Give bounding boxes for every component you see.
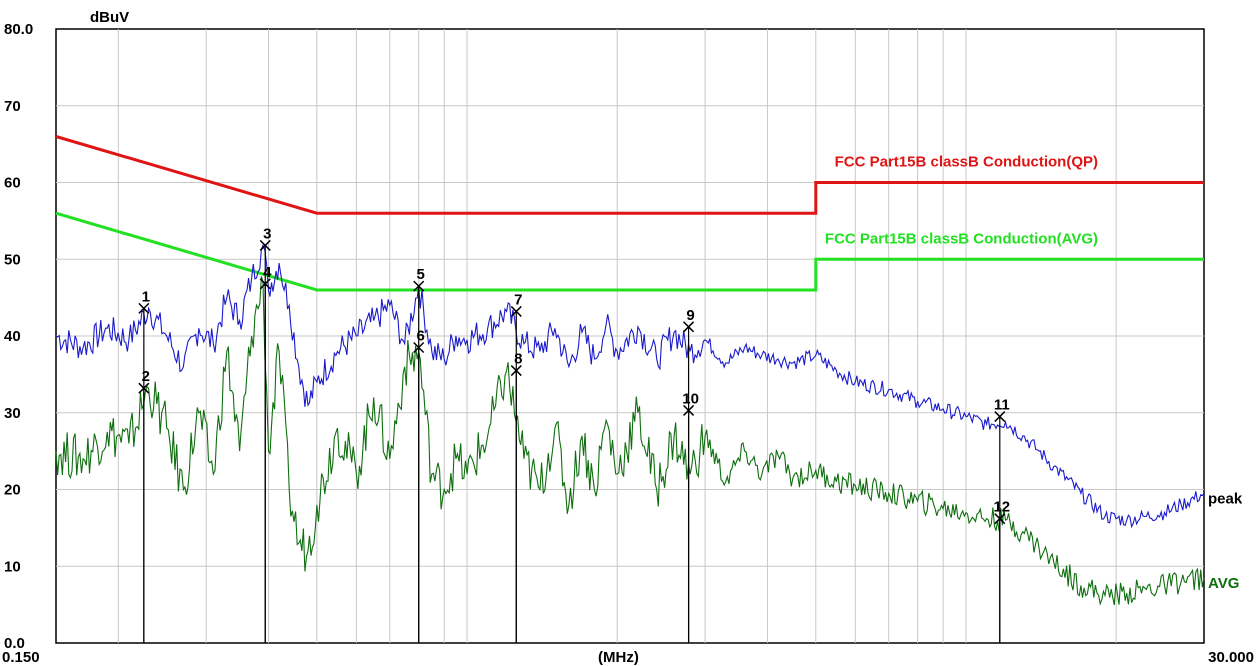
y-tick-label: 70: [4, 98, 21, 115]
marker-label: 8: [514, 351, 522, 368]
marker-label: 11: [994, 397, 1010, 414]
y-tick-label: 20: [4, 482, 21, 499]
x-tick-label: 0.150: [2, 649, 40, 666]
trace-peak: [55, 243, 1205, 529]
marker-x-symbol: [413, 280, 425, 292]
limit-line: [55, 135, 1204, 215]
marker-label: 10: [682, 390, 699, 407]
y-axis-unit-label: dBuV: [90, 9, 129, 26]
trace-avg: [55, 276, 1205, 606]
limit-line: [55, 211, 1204, 292]
marker-x-symbol: [413, 341, 425, 354]
marker-x-symbol: [683, 404, 695, 416]
marker-x-symbol: [510, 365, 522, 377]
marker-label: 5: [417, 266, 425, 283]
measurement-traces: [55, 243, 1205, 606]
marker-x-symbol: [259, 278, 271, 290]
marker-label: 7: [514, 291, 522, 308]
y-tick-label: 40: [4, 328, 21, 345]
y-tick-label: 10: [4, 558, 21, 575]
marker-x-symbol: [510, 305, 522, 317]
marker-label: 3: [263, 225, 271, 242]
y-tick-label: 0.0: [4, 635, 25, 652]
y-tick-label: 50: [4, 251, 21, 268]
limit-line-label: FCC Part15B classB Conduction(AVG): [825, 230, 1098, 247]
marker-x-symbol: [683, 321, 695, 333]
limit-line-label: FCC Part15B classB Conduction(QP): [835, 154, 1098, 171]
marker-label: 12: [993, 499, 1010, 516]
x-axis-unit-label: (MHz): [598, 649, 639, 666]
y-tick-label: 80.0: [4, 21, 33, 38]
marker-label: 1: [142, 288, 150, 305]
limit-lines: FCC Part15B classB Conduction(QP) FCC Par…: [55, 135, 1204, 292]
x-axis-ticks: 0.150 30.000: [2, 649, 1254, 666]
marker-label: 2: [142, 368, 150, 385]
marker-x-symbol: [138, 302, 150, 314]
y-tick-label: 60: [4, 175, 21, 192]
marker-label: 9: [686, 307, 694, 324]
y-tick-label: 30: [4, 405, 21, 422]
y-axis-ticks: 0.0 10 20 30 40 50 60 70 80.0: [4, 21, 33, 652]
trace-labels: peak AVG: [1208, 490, 1243, 591]
marker-x-symbol: [994, 513, 1006, 525]
marker-x-symbol: [259, 239, 271, 251]
marker-x-symbol: [138, 382, 150, 394]
x-tick-label: 30.000: [1208, 649, 1254, 666]
trace-label: peak: [1208, 490, 1243, 507]
marker-label: 6: [417, 328, 425, 345]
trace-label: AVG: [1208, 575, 1239, 592]
marker-label: 4: [263, 264, 272, 281]
marker-x-symbol: [994, 411, 1006, 423]
